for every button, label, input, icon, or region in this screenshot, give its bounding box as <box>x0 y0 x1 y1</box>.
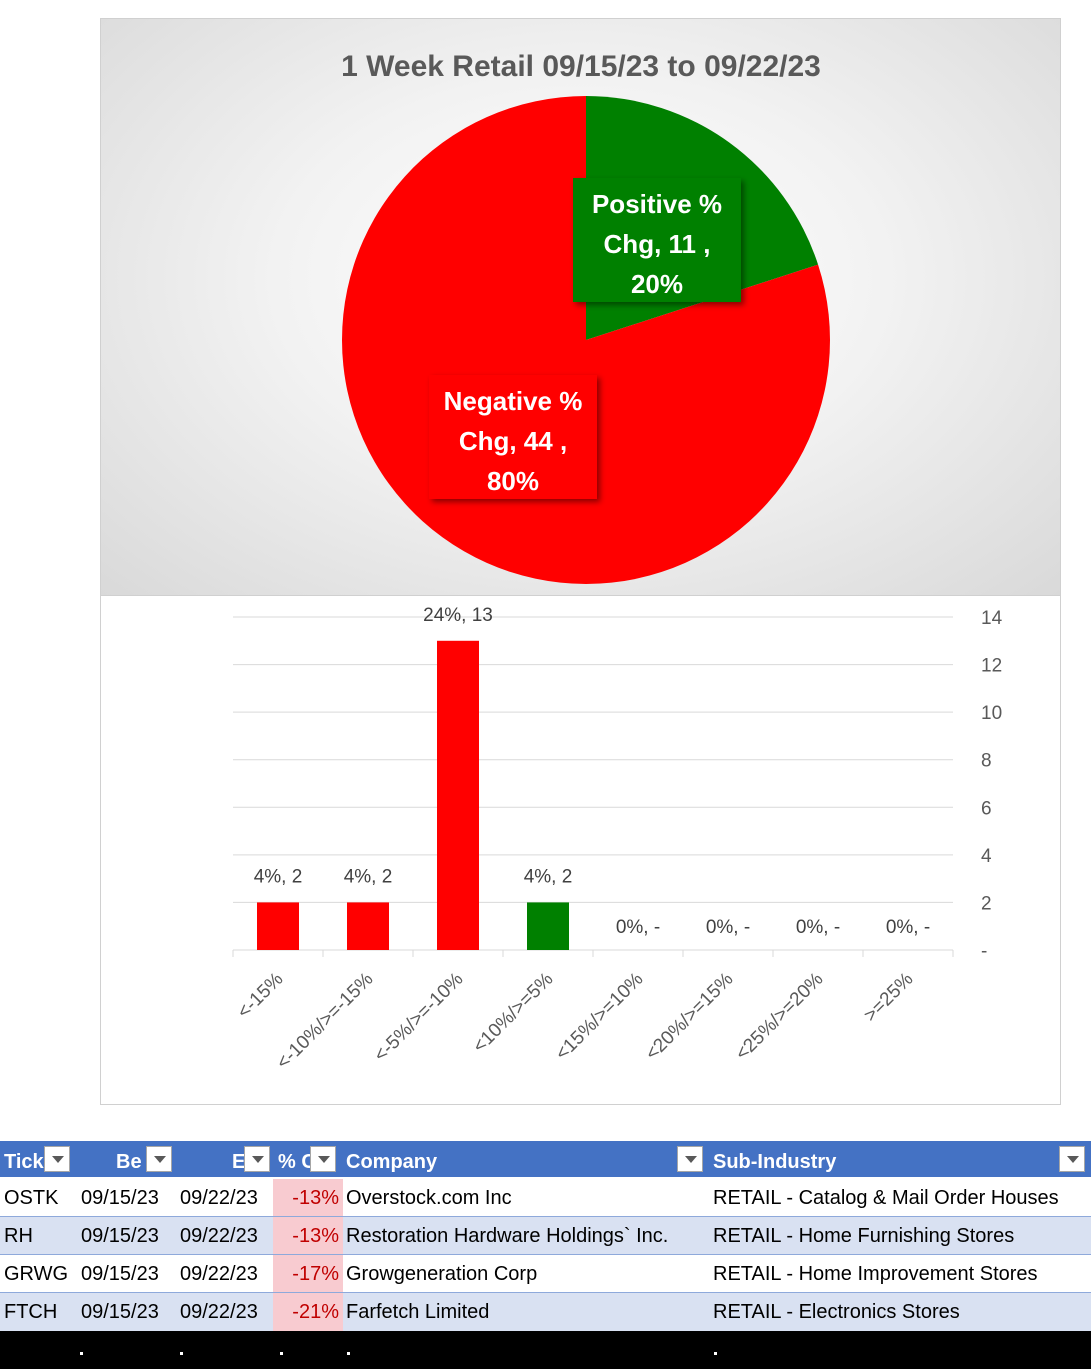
dot-marker <box>180 1352 183 1355</box>
bar-data-label: 0%, - <box>886 917 930 938</box>
bar-data-label: 24%, 13 <box>423 605 493 626</box>
y-tick-label: 2 <box>981 893 992 914</box>
filter-dropdown-icon[interactable] <box>310 1146 336 1172</box>
table-row[interactable]: RH 09/15/23 09/22/23 -13% Restoration Ha… <box>0 1217 1091 1255</box>
table-header-row: Tick Be E % C Company Sub-Industry <box>0 1141 1091 1177</box>
bar <box>257 902 299 950</box>
dot-marker <box>280 1352 283 1355</box>
column-header-end[interactable]: E <box>232 1151 246 1173</box>
dot-marker <box>714 1352 717 1355</box>
x-category-label: <-5%/>=-10% <box>370 969 467 1066</box>
filter-dropdown-icon[interactable] <box>677 1146 703 1172</box>
cell-begin-date[interactable]: 09/15/23 <box>81 1187 159 1209</box>
pie-data-label: 20% <box>631 269 683 299</box>
y-tick-label: 6 <box>981 798 992 819</box>
pie-label-box <box>429 375 597 499</box>
cell-company[interactable]: Overstock.com Inc <box>346 1187 512 1209</box>
column-header-ticker[interactable]: Tick <box>4 1151 44 1173</box>
filter-dropdown-icon[interactable] <box>244 1146 270 1172</box>
cell-company[interactable]: Restoration Hardware Holdings` Inc. <box>346 1225 669 1247</box>
cell-company[interactable]: Farfetch Limited <box>346 1301 490 1323</box>
cell-ticker[interactable]: GRWG <box>4 1263 69 1285</box>
row-divider <box>0 1254 1091 1255</box>
cell-begin-date[interactable]: 09/15/23 <box>81 1263 159 1285</box>
column-header-company[interactable]: Company <box>346 1151 438 1173</box>
column-header-begin[interactable]: Be <box>116 1151 142 1173</box>
cell-end-date[interactable]: 09/22/23 <box>180 1301 258 1323</box>
table-row[interactable]: GRWG 09/15/23 09/22/23 -17% Growgenerati… <box>0 1255 1091 1293</box>
pie-chart-title: 1 Week Retail 09/15/23 to 09/22/23 <box>341 50 821 83</box>
bar-data-label: 0%, - <box>616 917 660 938</box>
table-row[interactable]: OSTK 09/15/23 09/22/23 -13% Overstock.co… <box>0 1179 1091 1217</box>
cell-sub-industry[interactable]: RETAIL - Home Improvement Stores <box>713 1263 1038 1285</box>
bar <box>527 902 569 950</box>
row-divider <box>0 1292 1091 1293</box>
bar-data-label: 0%, - <box>706 917 750 938</box>
cell-pct-change[interactable]: -17% <box>273 1255 343 1293</box>
y-tick-label: 14 <box>981 608 1003 629</box>
bar-chart-panel: - 2 4 6 8 10 12 14 4%, 2 4%, 2 24%, 13 4%, 2 0%, - 0… <box>100 596 1061 1105</box>
pie-chart: 1 Week Retail 09/15/23 to 09/22/23 Posit… <box>341 50 830 584</box>
bar <box>437 640 479 950</box>
cell-begin-date[interactable]: 09/15/23 <box>81 1301 159 1323</box>
cell-ticker[interactable]: OSTK <box>4 1187 59 1209</box>
column-header-sub-industry[interactable]: Sub-Industry <box>713 1151 837 1173</box>
bar-data-label: 4%, 2 <box>254 866 303 887</box>
cell-sub-industry[interactable]: RETAIL - Catalog & Mail Order Houses <box>713 1187 1059 1209</box>
x-category-label: <15%/>=10% <box>552 969 648 1065</box>
bar <box>347 902 389 950</box>
pie-data-label: Negative % <box>444 386 583 416</box>
cell-sub-industry[interactable]: RETAIL - Home Furnishing Stores <box>713 1225 1015 1247</box>
pie-data-label: Positive % <box>592 189 722 219</box>
x-category-label: <25%/>=20% <box>732 969 828 1065</box>
row-divider <box>0 1216 1091 1217</box>
filter-dropdown-icon[interactable] <box>146 1146 172 1172</box>
column-header-pct-change[interactable]: % C <box>278 1151 316 1173</box>
y-tick-label: 4 <box>981 846 992 867</box>
bar-data-label: 4%, 2 <box>524 866 573 887</box>
filter-dropdown-icon[interactable] <box>1059 1146 1085 1172</box>
cell-ticker[interactable]: RH <box>4 1225 33 1247</box>
bar-data-label: 4%, 2 <box>344 866 393 887</box>
pie-label-box <box>573 178 741 302</box>
truncated-row-strip <box>0 1331 1091 1369</box>
dot-marker <box>80 1352 83 1355</box>
cell-company[interactable]: Growgeneration Corp <box>346 1263 538 1285</box>
cell-sub-industry[interactable]: RETAIL - Electronics Stores <box>713 1301 960 1323</box>
x-category-label: <20%/>=15% <box>642 969 738 1065</box>
cell-begin-date[interactable]: 09/15/23 <box>81 1225 159 1247</box>
filter-dropdown-icon[interactable] <box>44 1146 70 1172</box>
pie-data-label: 80% <box>487 466 539 496</box>
pie-data-label: Chg, 44 , <box>459 426 567 456</box>
x-category-label: <10%/>=5% <box>469 969 558 1058</box>
bar-chart: - 2 4 6 8 10 12 14 4%, 2 4%, 2 24%, 13 4%, 2 0%, - 0… <box>232 605 1003 1074</box>
cell-pct-change[interactable]: -13% <box>273 1217 343 1255</box>
cell-end-date[interactable]: 09/22/23 <box>180 1225 258 1247</box>
cell-end-date[interactable]: 09/22/23 <box>180 1187 258 1209</box>
y-tick-label: 12 <box>981 656 1002 677</box>
bar-data-label: 0%, - <box>796 917 840 938</box>
pie-data-label: Chg, 11 , <box>604 229 711 259</box>
x-category-label: <-15% <box>233 969 287 1023</box>
y-tick-label: 8 <box>981 751 992 772</box>
y-tick-label: 10 <box>981 703 1002 724</box>
cell-pct-change[interactable]: -13% <box>273 1179 343 1217</box>
pie-chart-panel: 1 Week Retail 09/15/23 to 09/22/23 Posit… <box>100 18 1061 596</box>
cell-end-date[interactable]: 09/22/23 <box>180 1263 258 1285</box>
x-category-label: <-10%/>=-15% <box>273 969 378 1074</box>
dot-marker <box>347 1352 350 1355</box>
y-tick-label: - <box>981 941 987 962</box>
cell-pct-change[interactable]: -21% <box>273 1293 343 1331</box>
table-row[interactable]: FTCH 09/15/23 09/22/23 -21% Farfetch Lim… <box>0 1293 1091 1331</box>
x-category-label: >=25% <box>860 969 918 1027</box>
cell-ticker[interactable]: FTCH <box>4 1301 58 1323</box>
